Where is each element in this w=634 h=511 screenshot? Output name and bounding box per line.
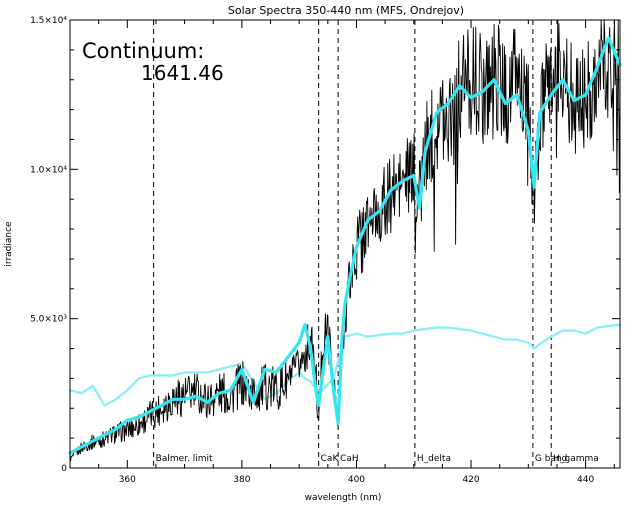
- y-axis: 0 5.0×10³ 1.0×10⁴ 1.5×10⁴: [30, 16, 620, 474]
- reference-line-label: G band: [535, 454, 567, 464]
- reference-line-label: H_delta: [417, 454, 451, 464]
- series-group: [68, 19, 622, 462]
- reference-line-label: H_gamma: [553, 454, 599, 464]
- x-tick-label: 440: [577, 475, 594, 485]
- y-axis-label: irradiance: [4, 221, 14, 267]
- x-tick-label: 400: [348, 475, 365, 485]
- series-line: [68, 323, 622, 407]
- x-tick-label: 420: [462, 475, 479, 485]
- continuum-value: 1641.46: [141, 61, 224, 85]
- x-axis: 360 380 400 420 440: [69, 20, 615, 485]
- y-tick-label: 1.5×10⁴: [30, 16, 67, 26]
- reference-line-label: Balmer. limit: [156, 454, 213, 464]
- x-tick-label: 380: [233, 475, 250, 485]
- series-line: [68, 36, 622, 455]
- y-tick-label: 0: [61, 464, 67, 474]
- x-axis-label: wavelength (nm): [305, 493, 382, 503]
- chart-title: Solar Spectra 350-440 nm (MFS, Ondrejov): [228, 4, 464, 17]
- continuum-label: Continuum:: [82, 39, 204, 63]
- reference-line-label: CaK: [321, 454, 340, 464]
- y-tick-label: 5.0×10³: [30, 315, 67, 325]
- x-tick-label: 360: [119, 475, 136, 485]
- reference-line-label: CaH: [340, 454, 359, 464]
- plot-frame: [69, 19, 621, 469]
- y-tick-label: 1.0×10⁴: [30, 165, 67, 175]
